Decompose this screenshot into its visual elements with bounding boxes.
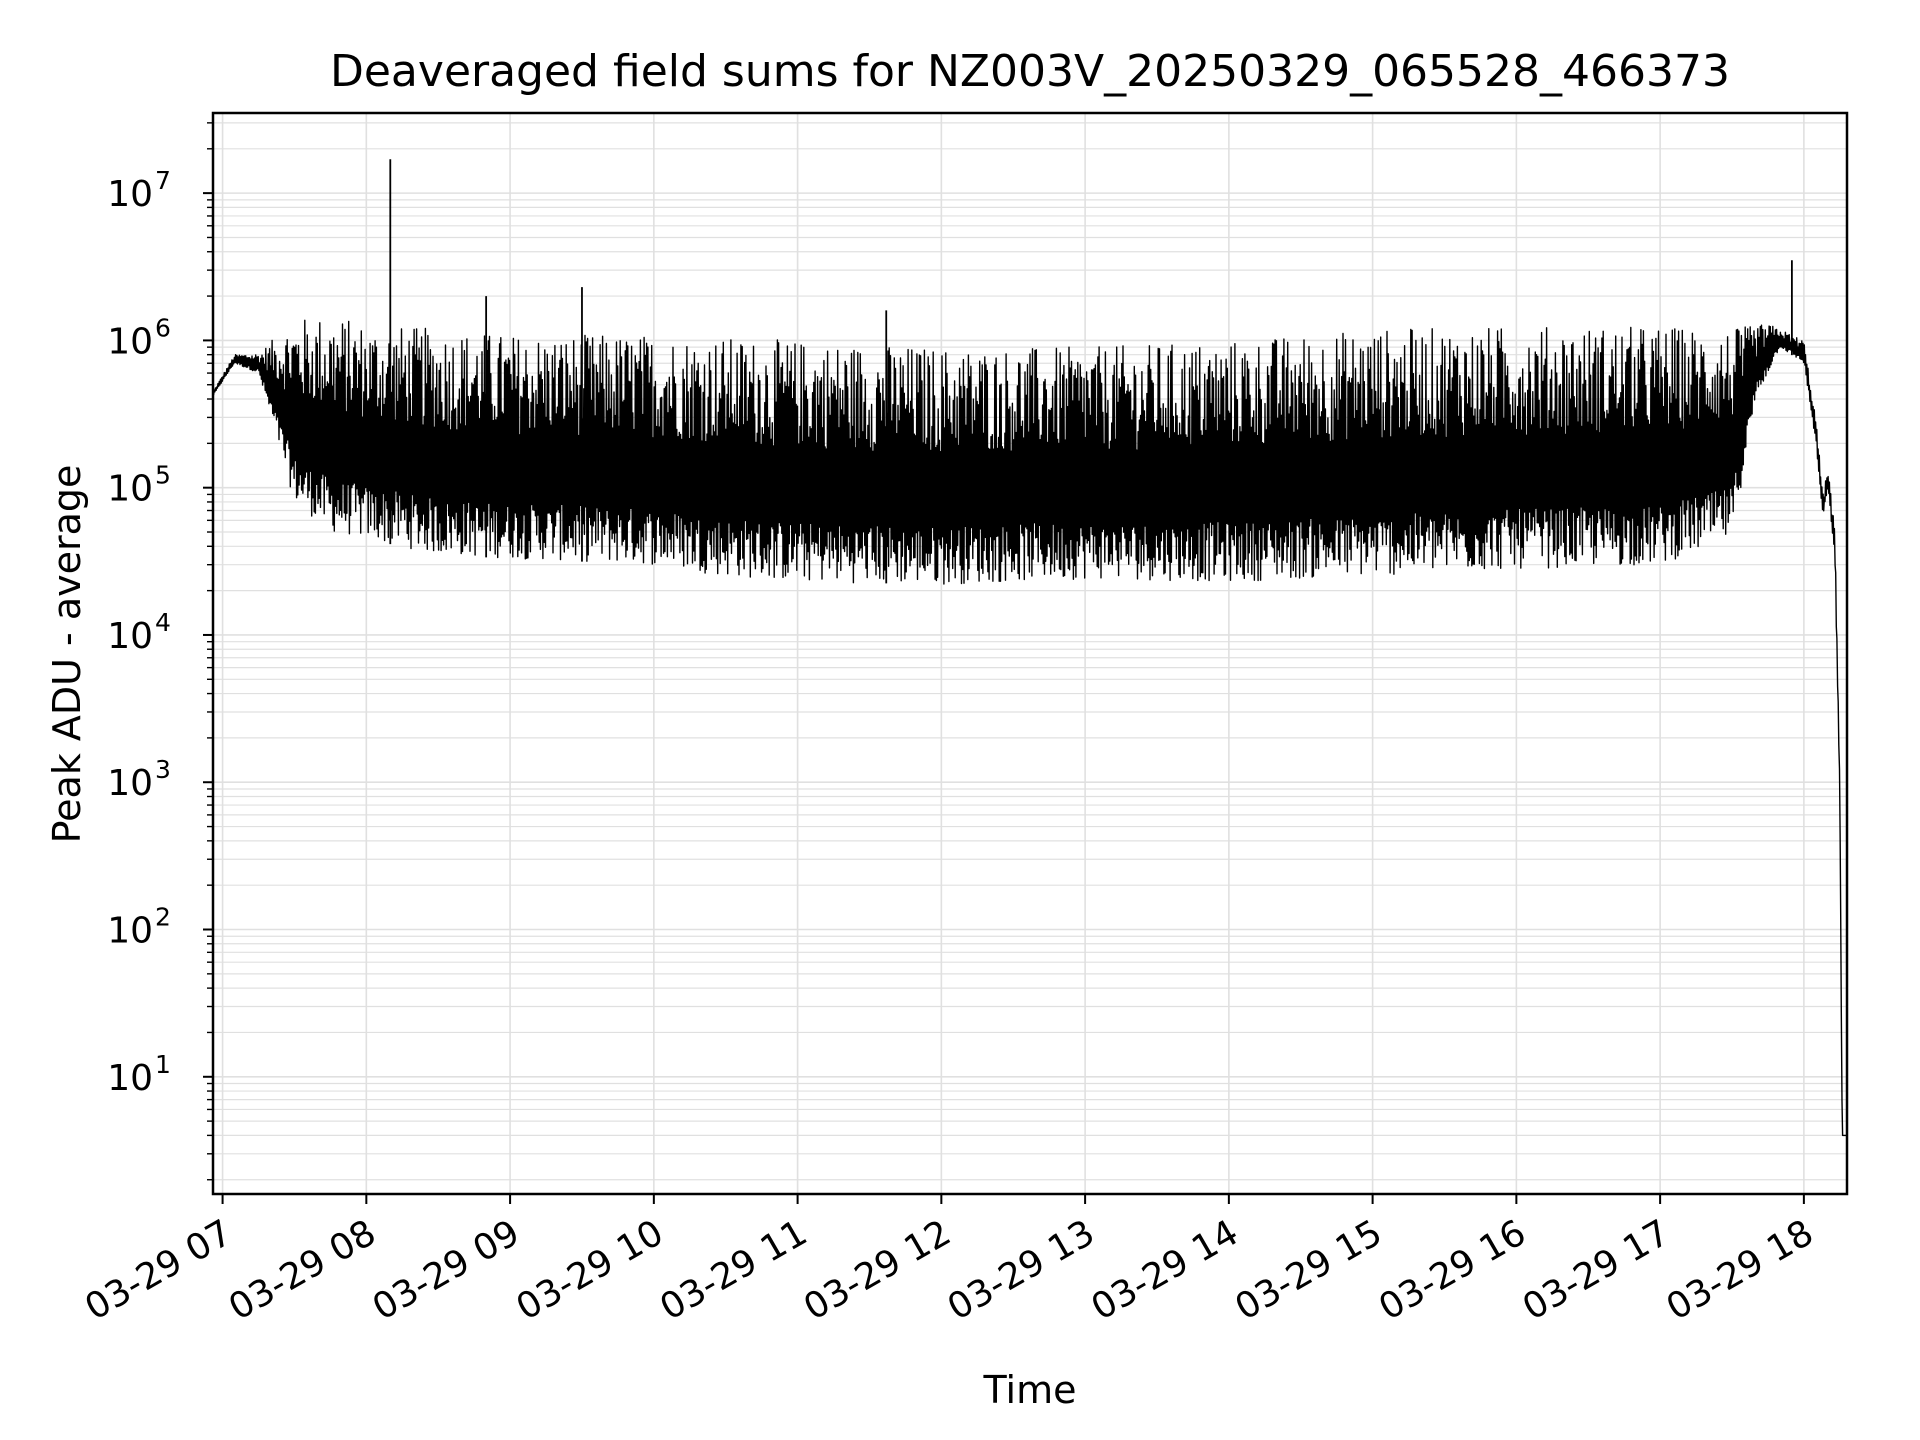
x-tick-label: 03-29 18	[1660, 1212, 1821, 1328]
y-tick-label: 10	[107, 321, 153, 362]
series-line	[212, 159, 1848, 1137]
x-tick-label: 03-29 12	[797, 1212, 958, 1328]
x-tick-label: 03-29 08	[222, 1212, 383, 1328]
y-tick-exponent: 7	[155, 166, 171, 195]
x-tick-label: 03-29 09	[366, 1212, 527, 1328]
plot-frame	[211, 111, 1849, 1196]
x-tick-label: 03-29 13	[941, 1212, 1102, 1328]
y-tick-label: 10	[107, 174, 153, 215]
x-tick-label: 03-29 15	[1228, 1212, 1389, 1328]
x-tick-label: 03-29 14	[1085, 1212, 1246, 1328]
y-tick-exponent: 4	[155, 608, 171, 637]
series-path	[212, 319, 1848, 1137]
x-tick-label: 03-29 07	[78, 1212, 239, 1328]
y-tick-label: 10	[107, 469, 153, 510]
chart-title: Deaveraged field sums for NZ003V_2025032…	[330, 46, 1730, 97]
y-tick-exponent: 6	[155, 313, 171, 342]
x-axis-label: Time	[983, 1368, 1077, 1412]
x-tick-label: 03-29 16	[1372, 1212, 1533, 1328]
y-tick-exponent: 5	[155, 461, 171, 490]
y-tick-exponent: 2	[155, 903, 171, 932]
y-tick-label: 10	[107, 763, 153, 804]
x-tick-label: 03-29 10	[510, 1212, 671, 1328]
y-tick-exponent: 1	[155, 1050, 171, 1079]
y-tick-label: 10	[107, 1058, 153, 1099]
x-tick-label: 03-29 17	[1516, 1212, 1677, 1328]
y-tick-label: 10	[107, 911, 153, 952]
y-axis-label: Peak ADU - average	[45, 465, 89, 844]
y-tick-label: 10	[107, 616, 153, 657]
grid	[213, 113, 1847, 1194]
x-tick-label: 03-29 11	[653, 1212, 814, 1328]
y-tick-exponent: 3	[155, 755, 171, 784]
